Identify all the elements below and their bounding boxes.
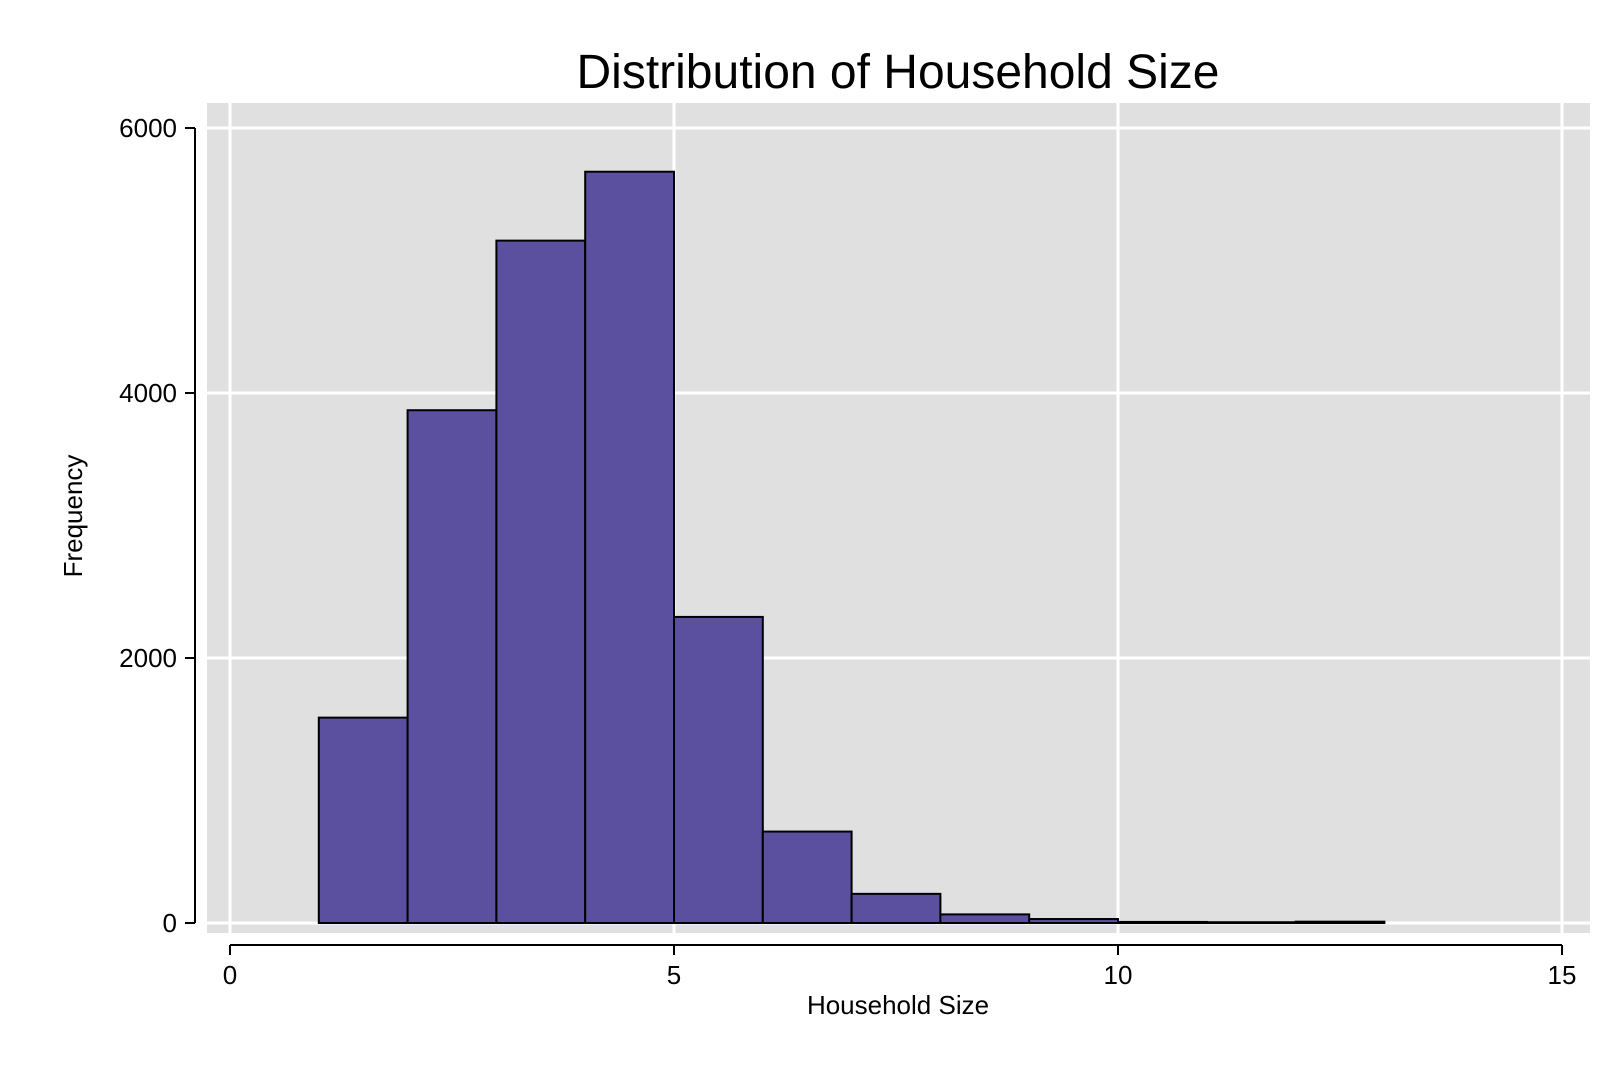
x-tick-label: 15 [1548, 960, 1577, 990]
histogram-bar [406, 409, 498, 925]
histogram-bar [850, 892, 942, 924]
y-axis-label: Frequency [58, 455, 88, 578]
histogram-bar [1028, 918, 1119, 925]
histogram-bar [1294, 920, 1386, 924]
histogram-bar [939, 913, 1031, 925]
histogram-bar [761, 830, 853, 925]
x-tick-label: 10 [1104, 960, 1133, 990]
histogram-bar [584, 170, 676, 925]
x-axis-label: Household Size [807, 990, 989, 1020]
y-axis: 0 2000 4000 6000 [119, 113, 196, 938]
x-axis: 0 5 10 15 [223, 944, 1577, 990]
histogram-bar [673, 615, 764, 924]
histogram-bar [495, 239, 587, 924]
chart-title: Distribution of Household Size [576, 46, 1219, 99]
plot-area [207, 103, 1590, 933]
histogram-bar [1205, 921, 1297, 925]
y-tick-label: 0 [163, 908, 177, 938]
y-tick-label: 2000 [119, 643, 177, 673]
histogram-bars [317, 170, 1386, 925]
y-tick-label: 6000 [119, 113, 177, 143]
x-tick-label: 0 [223, 960, 237, 990]
histogram-bar [1117, 920, 1208, 925]
x-tick-label: 5 [667, 960, 681, 990]
histogram-bar [317, 716, 409, 924]
y-tick-label: 4000 [119, 378, 177, 408]
